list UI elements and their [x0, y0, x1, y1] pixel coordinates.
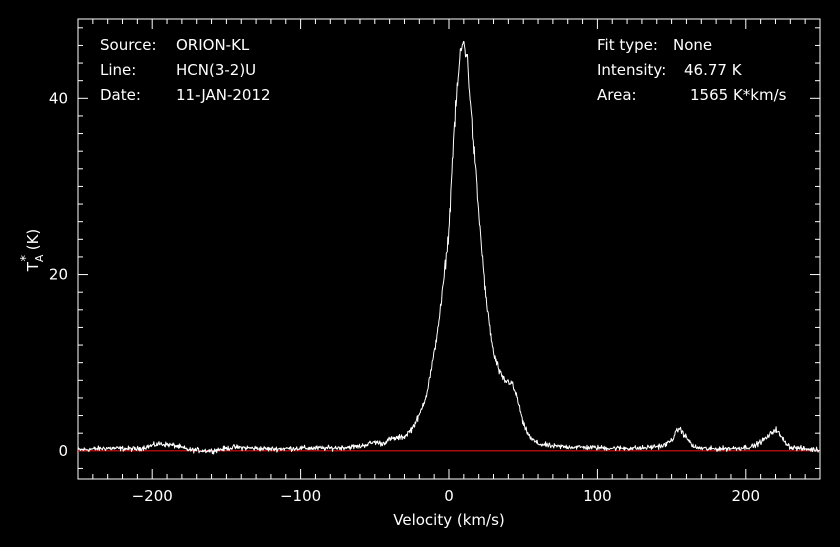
info-left: Source: ORION-KL Line: HCN(3-2)U Date: 1… [100, 36, 271, 104]
x-tick-label: 100 [583, 487, 612, 505]
intensity-label: Intensity: [597, 61, 666, 79]
fit-type-value: None [673, 36, 712, 54]
x-tick-label: −200 [132, 487, 173, 505]
date-value: 11-JAN-2012 [176, 86, 271, 104]
series-group [77, 40, 821, 455]
fit-type-label: Fit type: [597, 36, 658, 54]
x-axis-tick-labels: −200 −100 0 100 200 [132, 487, 761, 505]
line-value: HCN(3-2)U [176, 61, 256, 79]
x-tick-label: 0 [444, 487, 454, 505]
y-tick-label: 40 [49, 89, 68, 107]
y-axis-label-sub: A [33, 254, 46, 262]
x-axis-label: Velocity (km/s) [393, 511, 504, 529]
area-value: 1565 K*km/s [690, 86, 787, 104]
y-axis-label-base: T [24, 261, 42, 272]
y-axis-tick-labels: 0 20 40 [49, 89, 68, 459]
x-tick-label: 200 [731, 487, 760, 505]
spectrum-line [77, 40, 821, 455]
intensity-value: 46.77 K [684, 61, 743, 79]
info-right: Fit type: None Intensity: 46.77 K Area: … [597, 36, 787, 104]
y-axis-label: TA* (K) [19, 229, 46, 273]
line-label: Line: [100, 61, 136, 79]
y-tick-label: 20 [49, 266, 68, 284]
x-axis-ticks [92, 19, 806, 479]
area-label: Area: [597, 86, 637, 104]
source-label: Source: [100, 36, 157, 54]
y-axis-label-sup: * [19, 255, 34, 262]
y-axis-label-unit: (K) [24, 229, 42, 255]
source-value: ORION-KL [176, 36, 250, 54]
y-tick-label: 0 [58, 442, 68, 460]
x-tick-label: −100 [280, 487, 321, 505]
date-label: Date: [100, 86, 141, 104]
svg-text:TA* (K): TA* (K) [19, 229, 46, 273]
